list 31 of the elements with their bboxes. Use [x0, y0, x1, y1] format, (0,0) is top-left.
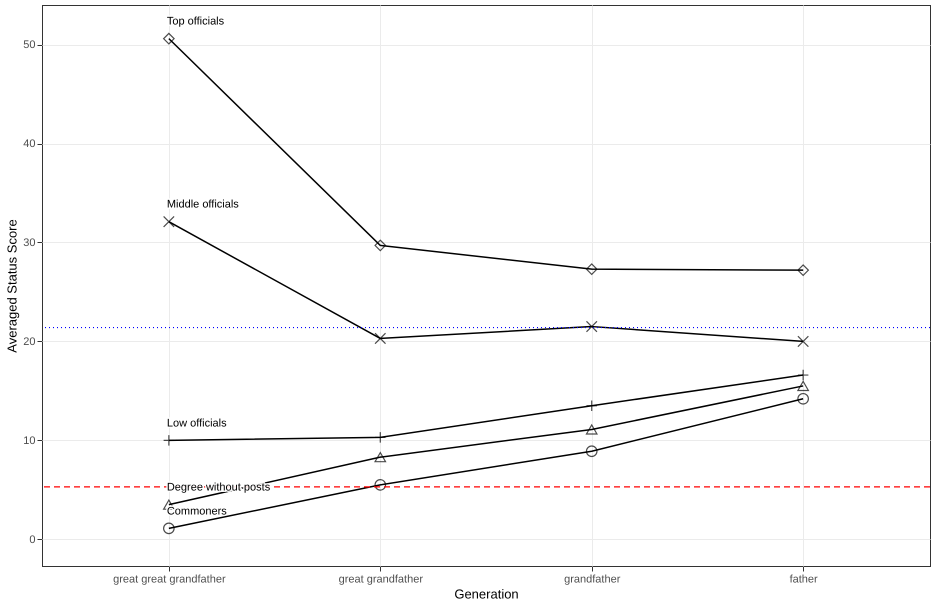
series-label: Top officials — [166, 16, 225, 28]
point — [797, 336, 809, 348]
point — [374, 479, 386, 491]
point — [797, 264, 809, 276]
series-label: Low officials — [166, 417, 228, 430]
y-tick-label: 30 — [23, 236, 36, 249]
y-tick-label: 0 — [29, 534, 36, 546]
point — [586, 320, 598, 332]
x-tick-label: father — [790, 574, 818, 586]
y-tick-label: 50 — [23, 39, 36, 52]
point — [586, 445, 598, 458]
y-tick-label: 20 — [23, 336, 36, 348]
point — [374, 452, 386, 462]
point — [586, 424, 598, 435]
point — [163, 216, 175, 228]
point — [163, 32, 175, 44]
point — [374, 240, 386, 252]
y-tick-label: 10 — [23, 434, 36, 447]
series-label: Commoners — [166, 505, 228, 518]
point — [163, 522, 175, 534]
point — [586, 263, 598, 276]
x-tick-label: grandfather — [564, 574, 621, 586]
x-axis-title: Generation — [454, 586, 519, 602]
x-tick-label: great grandfather — [338, 574, 424, 586]
series-label: Middle officials — [166, 198, 240, 211]
point — [374, 332, 386, 344]
x-tick-label: great great grandfather — [113, 574, 226, 586]
point — [797, 380, 809, 392]
y-tick-label: 40 — [23, 138, 36, 150]
point — [797, 392, 809, 405]
y-axis-title: Averaged Status Score — [4, 219, 20, 353]
